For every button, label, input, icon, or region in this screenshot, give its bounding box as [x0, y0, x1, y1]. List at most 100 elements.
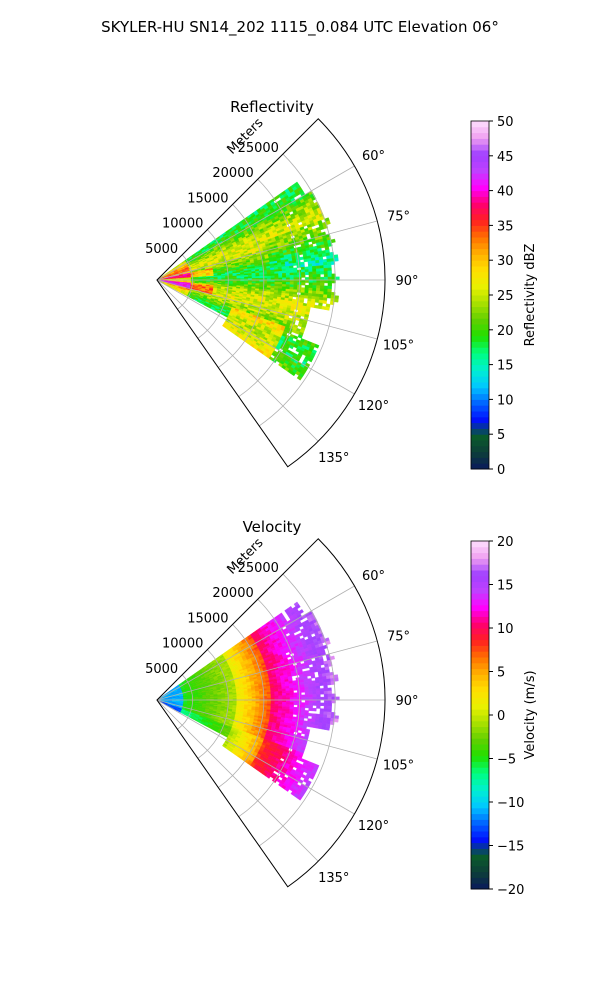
colorbar-segment: [471, 335, 489, 342]
radar-cell: [314, 343, 320, 349]
colorbar-segment: [471, 434, 489, 441]
colorbar-segment: [471, 225, 489, 232]
colorbar-segment: [471, 277, 489, 284]
colorbar-tick-label: 15: [497, 359, 514, 374]
colorbar-segment: [471, 312, 489, 319]
radar-cell: [327, 285, 332, 290]
radar-cell: [304, 269, 310, 273]
colorbar-segment: [471, 202, 489, 209]
radar-cell: [255, 696, 260, 699]
colorbar-segment: [471, 428, 489, 435]
radar-cell: [320, 282, 325, 287]
radar-cell: [301, 282, 306, 286]
colorbar-segment: [471, 179, 489, 186]
radar-cell: [293, 272, 298, 276]
colorbar-segment: [471, 266, 489, 273]
colorbar-segment: [471, 387, 489, 395]
angle-tick-label: 90°: [395, 274, 418, 289]
colorbar-tick-label: 5: [497, 428, 505, 443]
colorbar-tick-label: 25: [497, 289, 514, 304]
radar-cell: [293, 274, 298, 278]
radar-cell: [312, 268, 317, 273]
colorbar-segment: [471, 306, 489, 313]
radar-cell: [289, 275, 294, 278]
colorbar-tick-label: 35: [497, 219, 514, 234]
colorbar-segment: [471, 347, 489, 354]
radial-tick-label: 10000: [162, 217, 203, 232]
radar-cell: [312, 282, 317, 286]
colorbar-segment: [471, 254, 489, 261]
colorbar-segment: [471, 283, 489, 290]
radar-cell: [323, 288, 328, 293]
radar-cell: [304, 266, 309, 270]
angle-tick-label: 120°: [358, 399, 389, 414]
colorbar-segment: [471, 260, 489, 267]
radar-cell: [293, 269, 298, 274]
radar-cell: [308, 266, 313, 270]
radar-cell: [311, 265, 317, 270]
radar-cell: [299, 256, 304, 261]
colorbar-segment: [471, 121, 489, 128]
radar-cell: [316, 279, 321, 284]
radar-cell: [310, 304, 315, 308]
radar-cell: [316, 285, 321, 289]
radar-cell: [316, 271, 321, 275]
colorbar-segment: [471, 329, 489, 337]
radar-cell: [319, 265, 325, 269]
radar-cell: [300, 266, 306, 271]
colorbar-segment: [471, 370, 489, 377]
radar-cell: [323, 276, 329, 281]
radar-cell: [289, 282, 294, 285]
colorbar-segment: [471, 324, 489, 331]
radar-cell: [327, 270, 332, 275]
radar-cell: [319, 271, 325, 275]
radar-cell: [315, 265, 321, 270]
radar-cell: [319, 262, 324, 266]
radar-cell: [292, 262, 298, 266]
angle-tick-label: 60°: [362, 149, 385, 164]
radar-cell: [308, 274, 313, 278]
radar-cell: [334, 298, 339, 303]
angle-tick-label: 105°: [383, 339, 414, 354]
radar-cell: [316, 282, 321, 286]
velocity-panel: Velocity50001000015000200002500060°75°90…: [145, 518, 538, 898]
radar-cell: [274, 273, 279, 277]
colorbar-segment: [471, 167, 489, 174]
radar-cell: [322, 300, 327, 305]
colorbar-tick-label: 20: [497, 324, 514, 339]
colorbar-segment: [471, 248, 489, 255]
radar-cell: [327, 264, 332, 269]
colorbar-segment: [471, 219, 489, 226]
colorbar-label: Reflectivity dBZ: [523, 244, 538, 347]
radar-cell: [323, 291, 328, 296]
radar-cell: [312, 277, 317, 281]
colorbar-segment: [471, 318, 489, 325]
colorbar-tick-label: 0: [497, 463, 505, 478]
radar-cell: [319, 285, 325, 289]
radar-cell: [323, 285, 329, 290]
reflectivity-panel: Reflectivity50001000015000200002500060°7…: [145, 98, 538, 478]
radar-cell: [313, 304, 319, 309]
radar-cell: [301, 274, 306, 278]
radar-cell: [282, 273, 287, 276]
radar-cell: [278, 281, 283, 285]
colorbar-tick-label: 30: [497, 254, 514, 269]
radar-cell: [270, 273, 275, 277]
colorbar-segment: [471, 138, 489, 145]
radar-cell: [308, 279, 314, 283]
colorbar-segment: [471, 126, 489, 134]
colorbar-segment: [471, 382, 489, 389]
radar-cell: [334, 257, 339, 262]
colorbar-segment: [471, 376, 489, 383]
colorbar-segment: [471, 190, 489, 197]
colorbar-segment: [471, 451, 489, 458]
radial-tick-label: 20000: [212, 166, 253, 181]
colorbar-segment: [471, 231, 489, 238]
radar-cell: [335, 276, 340, 281]
radar-cell: [251, 696, 256, 699]
radar-cell: [285, 275, 291, 278]
angle-tick-label: 75°: [387, 209, 410, 224]
radar-cell: [327, 291, 332, 296]
colorbar-segment: [471, 196, 489, 203]
